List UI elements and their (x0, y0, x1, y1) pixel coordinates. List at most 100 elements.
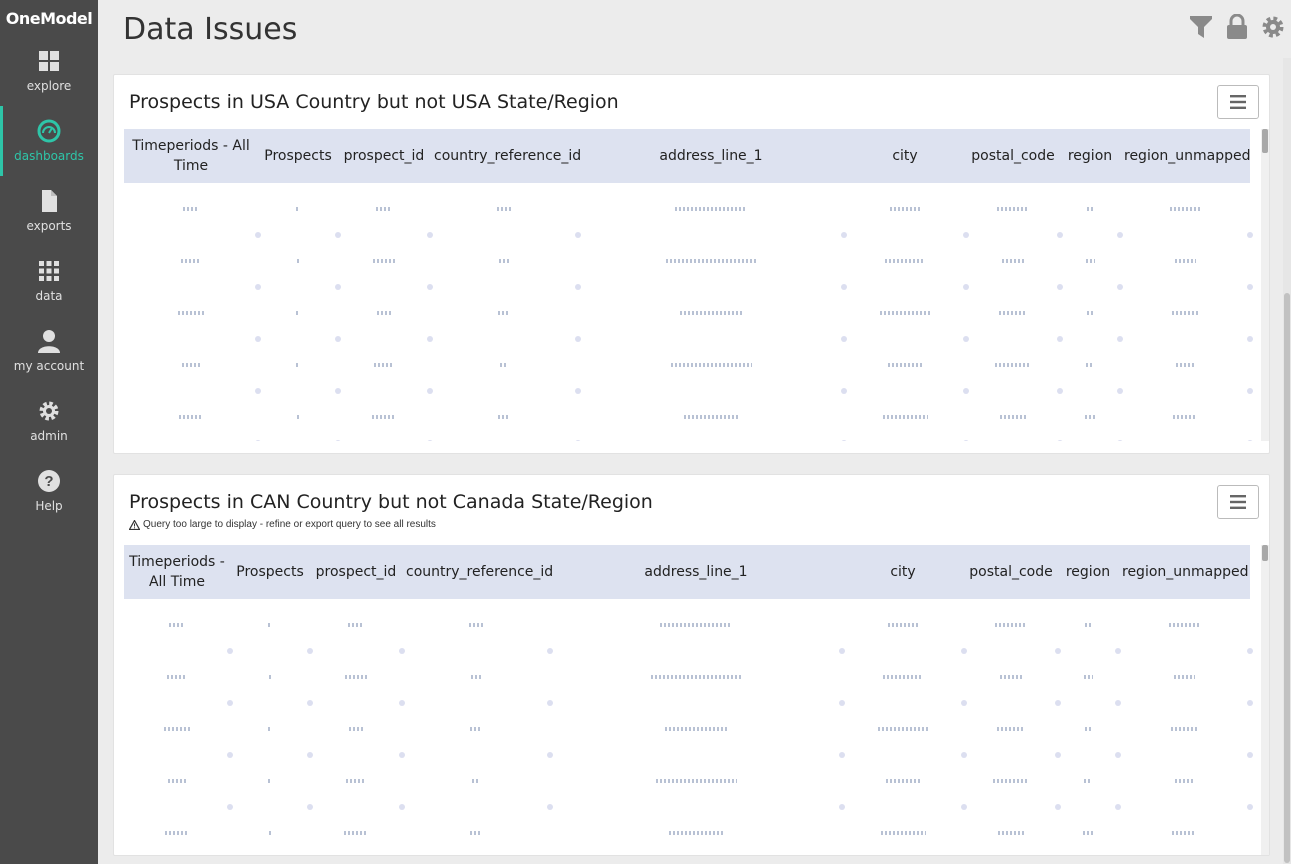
obscured-value (1171, 310, 1199, 315)
table-cell (578, 339, 847, 394)
table-row[interactable] (124, 391, 1253, 441)
table-row[interactable] (124, 755, 1253, 810)
cell-marker (1057, 284, 1063, 290)
table-row[interactable] (124, 339, 1253, 394)
sidebar-item-admin[interactable]: admin (0, 386, 98, 456)
obscured-value (655, 778, 737, 783)
cell-marker (1247, 804, 1253, 810)
obscured-value (1086, 362, 1094, 367)
help-icon: ? (38, 470, 60, 492)
obscured-value (346, 778, 366, 783)
table-row[interactable] (124, 183, 1253, 238)
table-cell (1118, 807, 1250, 855)
obscured-value (1083, 830, 1093, 835)
cell-marker (1117, 388, 1123, 394)
table-row[interactable] (124, 703, 1253, 758)
obscured-value (164, 726, 190, 731)
column-header[interactable]: postal_code (966, 129, 1060, 183)
table-cell (964, 599, 1061, 654)
obscured-value (499, 362, 509, 367)
column-header[interactable]: country_reference_id (430, 129, 581, 183)
table-row[interactable] (124, 651, 1253, 706)
table-scrollbar[interactable] (1261, 545, 1269, 855)
column-header[interactable]: city (844, 129, 966, 183)
table-cell (338, 391, 433, 441)
obscured-value (993, 778, 1029, 783)
table-row[interactable] (124, 807, 1250, 855)
table-cell (842, 651, 967, 706)
page-scrollbar-thumb[interactable] (1284, 293, 1290, 863)
sidebar-item-dashboards[interactable]: dashboards (0, 106, 98, 176)
obscured-value (375, 206, 393, 211)
table-cell (964, 703, 1061, 758)
panel-menu-button[interactable] (1217, 485, 1259, 519)
column-header[interactable]: Timeperiods - All Time (124, 129, 258, 183)
obscured-value (1175, 778, 1193, 783)
sidebar-item-data[interactable]: data (0, 246, 98, 316)
column-header[interactable]: region (1058, 545, 1118, 599)
column-header[interactable]: prospect_id (310, 545, 402, 599)
obscured-value (885, 258, 925, 263)
column-header[interactable]: address_line_1 (550, 545, 842, 599)
obscured-value (679, 310, 743, 315)
sidebar-item-exports[interactable]: exports (0, 176, 98, 246)
table-cell (964, 807, 1058, 855)
table-cell (124, 755, 233, 810)
obscured-value (664, 726, 728, 731)
table-row[interactable] (124, 235, 1253, 290)
obscured-value (878, 726, 928, 731)
column-header[interactable]: prospect_id (338, 129, 430, 183)
table-scrollbar-thumb[interactable] (1262, 129, 1268, 153)
cell-marker (399, 804, 405, 810)
table-scrollbar-thumb[interactable] (1262, 545, 1268, 561)
table-cell (1120, 339, 1253, 394)
table-cell (338, 287, 433, 342)
table-cell (402, 703, 553, 758)
obscured-value (296, 362, 300, 367)
table-cell (964, 755, 1061, 810)
column-header[interactable]: address_line_1 (578, 129, 844, 183)
table-row[interactable] (124, 287, 1253, 342)
column-header[interactable]: region_unmapped (1120, 129, 1251, 183)
sidebar-item-help[interactable]: ? Help (0, 456, 98, 526)
obscured-value (180, 258, 202, 263)
column-header[interactable]: Prospects (258, 129, 338, 183)
obscured-value (372, 414, 396, 419)
cell-marker (1117, 336, 1123, 342)
settings-gear-icon[interactable] (1261, 14, 1285, 40)
column-header[interactable]: country_reference_id (402, 545, 553, 599)
table-cell (124, 703, 233, 758)
cell-marker (1115, 700, 1121, 706)
sidebar-item-my-account[interactable]: my account (0, 316, 98, 386)
column-header[interactable]: region (1060, 129, 1120, 183)
obscured-value (1085, 726, 1091, 731)
report-panel-can: Prospects in CAN Country but not Canada … (113, 474, 1270, 856)
obscured-value (268, 622, 272, 627)
table-row[interactable] (124, 599, 1253, 654)
cell-marker (575, 336, 581, 342)
table-cell (310, 703, 405, 758)
cell-marker (335, 284, 341, 290)
table-cell (844, 287, 969, 342)
table-cell (430, 339, 581, 394)
cell-marker (335, 440, 341, 441)
obscured-value (1170, 206, 1200, 211)
cell-marker (963, 336, 969, 342)
column-header[interactable]: Prospects (230, 545, 310, 599)
panel-menu-button[interactable] (1217, 85, 1259, 119)
sidebar-item-explore[interactable]: explore (0, 36, 98, 106)
page-scrollbar[interactable] (1283, 58, 1291, 864)
table-cell (844, 391, 969, 441)
table-cell (258, 391, 341, 441)
column-header[interactable]: city (842, 545, 964, 599)
table-cell (124, 391, 261, 441)
column-header[interactable]: Timeperiods - All Time (124, 545, 230, 599)
cell-marker (399, 648, 405, 654)
column-header[interactable]: region_unmapped (1118, 545, 1250, 599)
column-header[interactable]: postal_code (964, 545, 1058, 599)
table-cell (550, 755, 845, 810)
table-scrollbar[interactable] (1261, 129, 1269, 441)
lock-icon[interactable] (1225, 14, 1249, 40)
filter-icon[interactable] (1189, 14, 1213, 40)
obscured-value (181, 362, 201, 367)
